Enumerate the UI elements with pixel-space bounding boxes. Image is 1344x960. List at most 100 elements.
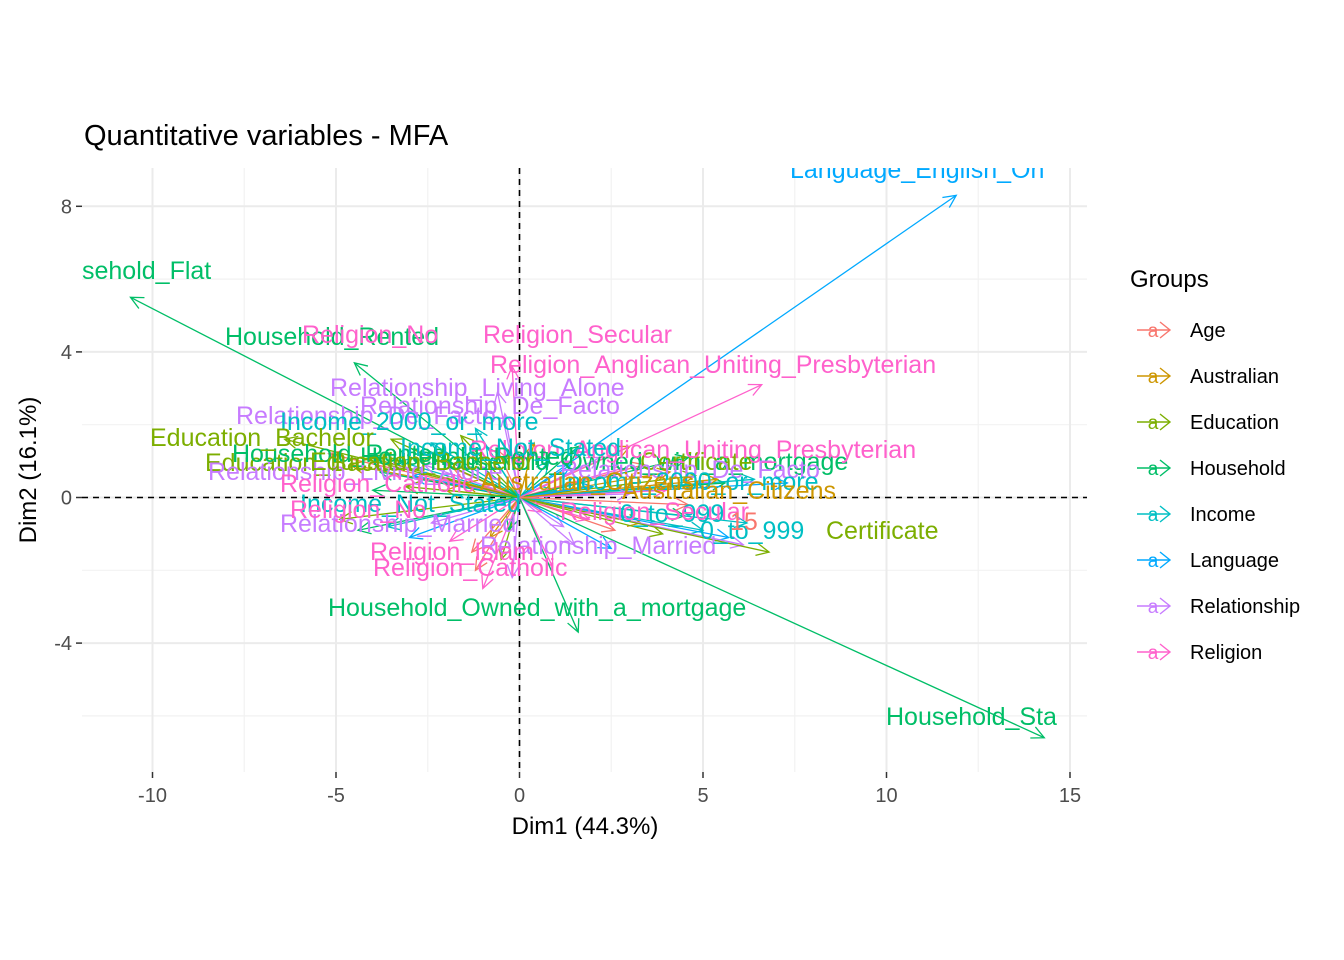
vector-arrow-head: [493, 390, 507, 406]
legend-label: Religion: [1190, 642, 1262, 664]
vector-arrow: [485, 446, 521, 498]
bg-vector-arrow: [431, 496, 520, 524]
bg-vector-arrow: [489, 497, 521, 538]
bg-vector-arrow: [511, 497, 521, 578]
legend: Groups a Age a Australian a Education a Househo…: [1130, 266, 1300, 664]
vector-arrow-head: [1030, 726, 1046, 739]
vector-arrow: [504, 413, 521, 498]
vector-label-overlap: Religion_No: [290, 496, 426, 524]
legend-item: a Religion: [1137, 642, 1262, 664]
bg-vector-arrow: [519, 446, 579, 498]
vector-arrow: [519, 496, 770, 553]
vector-arrow-head: [560, 531, 576, 546]
legend-key-glyph: a: [1148, 367, 1159, 388]
bg-vector-arrow-head: [463, 479, 479, 493]
chart-title: Quantitative variables - MFA: [84, 120, 449, 152]
y-tick-label: 8: [61, 196, 72, 218]
vector-arrow-head: [353, 361, 369, 376]
vector-arrow-head: [129, 296, 145, 309]
bg-vector-arrow-head: [448, 528, 464, 542]
legend-label: Relationship: [1190, 596, 1300, 618]
vector-label: Relationship_Living_Alone: [330, 374, 625, 402]
legend-key-glyph: a: [1148, 505, 1159, 526]
vector-arrow: [519, 497, 575, 546]
legend-label: Income: [1190, 504, 1256, 526]
bg-vector-arrow: [409, 496, 520, 539]
vector-label: Australian_Citizens: [622, 477, 836, 505]
vector-arrow: [511, 366, 521, 498]
bg-vector-arrow-head: [656, 467, 672, 481]
vector-arrow: [519, 194, 957, 499]
vector-label: Income_Not_Stated: [400, 434, 621, 462]
bg-vector-arrow-head: [437, 475, 453, 489]
vector-label-overlap: Income_2000_or_more: [560, 468, 819, 496]
vector-arrow: [130, 296, 520, 499]
x-tick-label: 15: [1059, 785, 1081, 807]
bg-vector-arrow-head: [385, 517, 402, 531]
vector-arrow-head: [755, 542, 771, 556]
vector-label-overlap: Relationship_De_Facto: [560, 456, 820, 484]
bg-vector-arrow-head: [396, 458, 413, 472]
vector-label-overlap: Relationship_De_Facto: [236, 402, 496, 430]
bg-vector-arrow: [372, 489, 520, 499]
legend-item: a Language: [1137, 550, 1279, 572]
vector-arrow: [519, 478, 718, 499]
vector-label-overlap: Certificate: [640, 448, 753, 476]
legend-key-glyph: a: [1148, 597, 1159, 618]
vector-label: Education_Bachelor: [150, 424, 374, 452]
legend-key-arrowhead: [1159, 321, 1172, 339]
bg-vector-arrow-head: [674, 453, 690, 467]
bg-vector-arrow: [471, 497, 520, 553]
vector-label: Household_Owned_with_a_mortgage: [328, 594, 746, 622]
vector-label: Household_Sta: [886, 703, 1057, 731]
bg-vector-arrow-head: [630, 461, 646, 475]
bg-vector-arrow-head: [586, 456, 602, 469]
vector-label: Household_Rented: [225, 323, 439, 351]
y-axis-ticks: 8 4 0 -4: [54, 196, 82, 655]
vector-arrow: [518, 497, 579, 633]
bg-vector-arrow-head: [422, 462, 439, 476]
bg-vector-arrow: [519, 489, 667, 499]
vector-arrow-head: [567, 618, 580, 634]
x-tick-label: 5: [697, 785, 708, 807]
bg-vector-arrow-head: [474, 556, 488, 572]
vector-label: 0_to_999: [700, 517, 804, 545]
vector-label-overlap: Religion_Secular: [560, 498, 749, 526]
vector-arrow-head: [283, 435, 299, 449]
vector-label-overlap: Education_Bachelor: [205, 449, 429, 477]
legend-item: a Relationship: [1137, 596, 1300, 618]
vector-arrow-head: [733, 514, 749, 529]
bg-vector-arrow-head: [556, 463, 573, 477]
legend-item: a Income: [1137, 504, 1256, 526]
bg-vector-arrow: [339, 496, 520, 520]
vector-arrow-head: [942, 194, 958, 208]
bg-vector-arrow: [449, 496, 520, 542]
bg-vector-arrow: [519, 485, 593, 499]
y-tick-label: 4: [61, 342, 72, 364]
vector-arrow-head: [481, 574, 494, 590]
vector-label: Religion_Anglican_Uniting_Presbyterian: [490, 351, 936, 379]
bg-vector-arrow-head: [389, 438, 406, 451]
vector-label-overlap: Income_Not_Stated: [300, 490, 521, 518]
bg-vector-arrow: [390, 438, 520, 499]
vector-label-overlap: Religion_Anglican_Uniting_Presbyterian: [470, 436, 916, 464]
vector-label-overlap: Australian_Citizens: [480, 468, 694, 496]
x-axis-title: Dim1 (44.3%): [512, 813, 659, 840]
vector-label-overlap: 0_to_999: [620, 500, 724, 528]
vector-label-layer: Relationship_De_FactoEducation_BachelorH…: [82, 168, 1057, 731]
bg-vector-arrow: [519, 475, 696, 499]
vector-label: 15: [730, 508, 758, 536]
bg-vector-arrow: [496, 449, 521, 498]
legend-title: Groups: [1130, 266, 1209, 293]
legend-key-arrowhead: [1159, 413, 1172, 431]
legend-label: Australian: [1190, 366, 1279, 388]
vector-arrow-head: [675, 497, 690, 511]
vector-label: Certificate: [826, 517, 939, 545]
bg-vector-arrow: [474, 497, 521, 571]
legend-item: a Household: [1137, 458, 1286, 480]
vector-label: Religion_No: [302, 321, 438, 349]
vector-label-overlap: Household_Rented: [232, 440, 446, 468]
vector-label-overlap: Relationship_Living_Alone: [208, 458, 503, 486]
legend-key-glyph: a: [1148, 459, 1159, 480]
vector-arrow-head: [474, 427, 488, 443]
